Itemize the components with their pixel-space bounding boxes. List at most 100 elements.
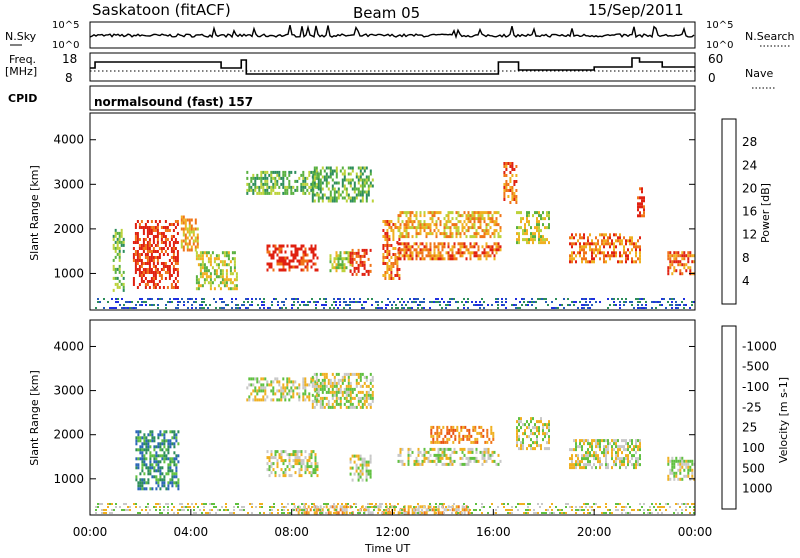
echo-pixel <box>282 170 285 174</box>
echo-pixel <box>157 436 160 440</box>
ground-scatter-pixel <box>211 503 213 505</box>
echo-pixel <box>639 211 641 215</box>
echo-pixel <box>456 425 459 429</box>
echo-pixel <box>154 268 157 271</box>
ground-scatter-pixel <box>427 509 429 511</box>
ground-scatter-pixel <box>267 307 269 309</box>
ground-scatter-pixel <box>441 506 443 508</box>
echo-pixel <box>152 283 155 286</box>
echo-pixel <box>425 232 428 236</box>
echo-pixel <box>470 440 473 444</box>
echo-pixel <box>518 241 520 245</box>
ground-scatter-pixel <box>365 301 367 303</box>
echo-pixel <box>335 196 338 200</box>
echo-pixel <box>419 257 422 261</box>
ground-scatter-pixel <box>391 307 393 309</box>
echo-pixel <box>284 250 287 254</box>
echo-pixel <box>673 254 676 258</box>
echo-pixel <box>538 444 540 448</box>
echo-pixel <box>675 471 678 475</box>
echo-pixel <box>571 245 573 249</box>
echo-pixel <box>231 287 234 291</box>
echo-pixel <box>577 445 579 449</box>
ground-scatter-pixel <box>527 509 529 511</box>
ground-scatter-pixel <box>237 304 239 306</box>
echo-pixel <box>118 279 121 283</box>
ground-scatter-pixel <box>299 304 301 306</box>
echo-pixel <box>427 232 430 236</box>
echo-pixel <box>276 179 279 183</box>
ground-scatter-pixel <box>575 301 577 303</box>
echo-pixel <box>325 402 328 406</box>
echo-pixel <box>481 462 484 466</box>
echo-pixel <box>262 383 265 387</box>
echo-pixel <box>415 254 418 258</box>
ground-scatter-pixel <box>503 304 505 306</box>
ground-scatter-pixel <box>181 509 183 511</box>
echo-pixel <box>429 229 432 233</box>
echo-pixel <box>272 170 275 174</box>
echo-pixel <box>294 456 297 460</box>
echo-pixel <box>310 185 313 189</box>
echo-pixel <box>361 460 364 464</box>
echo-pixel <box>167 439 170 443</box>
echo-pixel <box>190 230 193 234</box>
echo-pixel <box>149 487 152 491</box>
echo-pixel <box>579 460 581 464</box>
echo-pixel <box>581 248 583 252</box>
ground-scatter-pixel <box>271 509 273 511</box>
echo-pixel <box>140 277 143 280</box>
echo-pixel <box>363 375 366 379</box>
echo-pixel <box>641 187 643 191</box>
colorbar-frame <box>721 325 737 510</box>
echo-pixel <box>407 450 410 454</box>
echo-pixel <box>329 257 332 261</box>
echo-pixel <box>297 511 300 515</box>
ground-scatter-pixel <box>591 506 593 508</box>
echo-pixel <box>276 259 279 263</box>
echo-pixel <box>148 244 151 247</box>
echo-pixel <box>335 399 338 403</box>
ground-scatter-pixel <box>405 512 407 514</box>
ground-scatter-pixel <box>359 512 361 514</box>
echo-pixel <box>601 463 603 467</box>
echo-pixel <box>503 162 506 165</box>
echo-pixel <box>161 457 164 461</box>
echo-pixel <box>173 481 176 485</box>
echo-pixel <box>623 439 625 443</box>
echo-pixel <box>615 457 617 461</box>
echo-pixel <box>316 185 319 189</box>
echo-pixel <box>481 229 484 233</box>
echo-pixel <box>146 253 149 256</box>
ground-scatter-pixel <box>655 301 657 303</box>
ground-scatter-pixel <box>441 503 443 505</box>
ground-scatter-pixel <box>107 503 109 505</box>
ground-scatter-pixel <box>583 304 585 306</box>
ground-scatter-pixel <box>281 503 283 505</box>
echo-pixel <box>272 468 275 472</box>
echo-pixel <box>542 235 544 239</box>
echo-pixel <box>386 250 389 253</box>
echo-pixel <box>351 257 354 261</box>
echo-pixel <box>353 472 356 476</box>
echo-pixel <box>159 433 162 437</box>
ground-scatter-pixel <box>591 509 593 511</box>
echo-pixel <box>327 196 330 200</box>
ground-scatter-pixel <box>401 512 403 514</box>
echo-pixel <box>633 260 635 264</box>
echo-pixel <box>467 229 470 233</box>
echo-pixel <box>316 462 319 466</box>
echo-pixel <box>589 445 591 449</box>
echo-pixel <box>615 254 617 258</box>
echo-pixel <box>491 248 494 252</box>
echo-pixel <box>118 237 121 241</box>
ground-scatter-pixel <box>171 509 173 511</box>
echo-pixel <box>159 445 162 449</box>
ground-scatter-pixel <box>577 307 579 309</box>
echo-pixel <box>396 256 399 259</box>
echo-pixel <box>445 447 448 451</box>
echo-pixel <box>548 420 550 424</box>
echo-pixel <box>447 447 450 451</box>
echo-pixel <box>150 256 153 259</box>
echo-pixel <box>577 457 579 461</box>
